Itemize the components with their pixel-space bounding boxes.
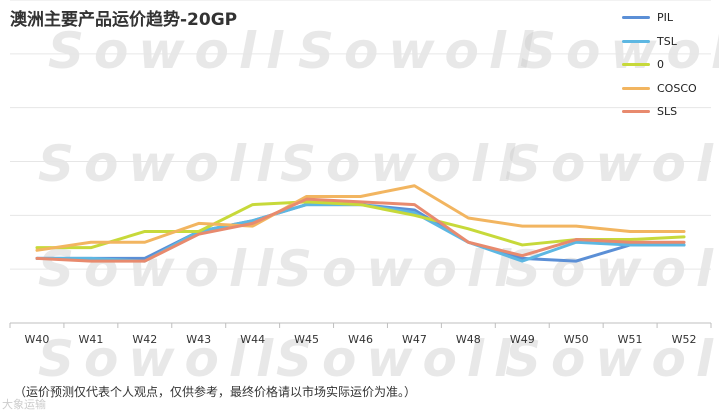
series-line-pil <box>35 203 686 263</box>
legend-label: COSCO <box>657 81 697 95</box>
legend-label: TSL <box>657 34 677 48</box>
legend-swatch <box>622 63 650 67</box>
x-tick-label: W43 <box>186 333 211 346</box>
x-tick-label: W42 <box>132 333 157 346</box>
series-lines <box>35 184 686 263</box>
x-tick-label: W47 <box>402 333 427 346</box>
legend: PIL TSL 0 COSCO SLS <box>622 6 717 124</box>
grid-lines <box>10 0 711 270</box>
legend-swatch <box>622 16 650 20</box>
legend-item-pil[interactable]: PIL <box>622 6 717 30</box>
legend-swatch <box>622 110 650 114</box>
source-watermark: 大象运输 <box>2 398 46 411</box>
legend-label: PIL <box>657 11 674 25</box>
legend-label: 0 <box>657 58 664 72</box>
legend-swatch <box>622 86 650 90</box>
legend-item-0[interactable]: 0 <box>622 53 717 77</box>
x-tick-label: W49 <box>510 333 535 346</box>
legend-label: SLS <box>657 105 678 119</box>
x-axis: W40 W41 W42 W43 W44 W45 W46 W47 W48 W49 W50 W51 W52 <box>9 322 712 346</box>
x-tick-label: W44 <box>240 333 265 346</box>
x-tick-label: W45 <box>294 333 319 346</box>
x-tick-label: W50 <box>564 333 589 346</box>
series-line-cosco <box>35 184 686 252</box>
footnote: （运价预测仅代表个人观点，仅供参考，最终价格请以市场实际运价为准。） <box>14 385 417 399</box>
x-tick-label: W52 <box>672 333 697 346</box>
series-line-tsl <box>35 203 686 263</box>
x-tick-label: W41 <box>78 333 103 346</box>
legend-swatch <box>622 39 650 43</box>
x-tick-label: W48 <box>456 333 481 346</box>
legend-item-tsl[interactable]: TSL <box>622 30 717 54</box>
x-tick-label: W40 <box>25 333 50 346</box>
x-tick-label: W46 <box>348 333 373 346</box>
chart-title: 澳洲主要产品运价趋势-20GP <box>10 10 238 30</box>
series-line-sls <box>35 197 686 263</box>
legend-item-cosco[interactable]: COSCO <box>622 77 717 101</box>
legend-item-sls[interactable]: SLS <box>622 100 717 124</box>
x-tick-label: W51 <box>618 333 643 346</box>
